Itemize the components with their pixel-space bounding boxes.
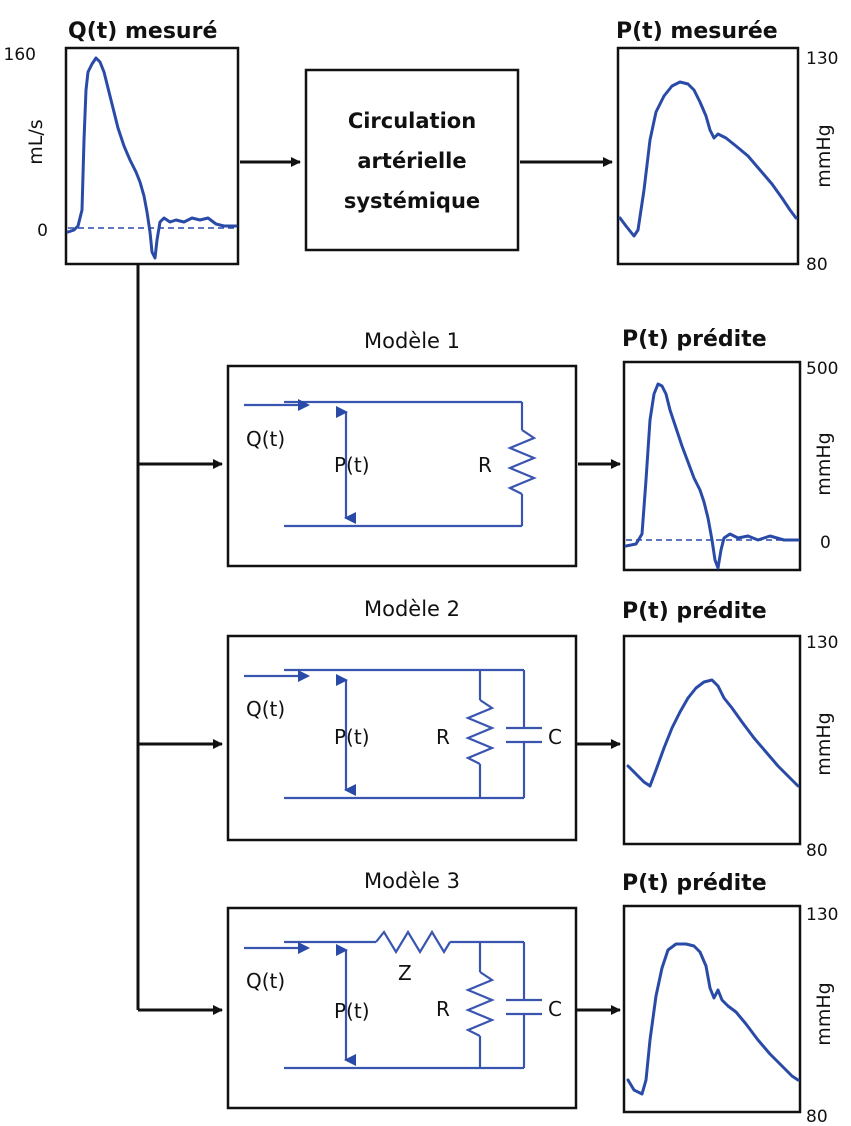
- flow-panel-frame: [64, 46, 240, 266]
- flow-y-min: 0: [37, 221, 48, 241]
- model1-box: [226, 364, 578, 568]
- measured-pressure-y-max: 130: [806, 49, 838, 69]
- flow-panel-title: Q(t) mesuré: [68, 19, 217, 44]
- model1-pressure-label: P(t): [334, 453, 370, 477]
- model2-input-label: Q(t): [246, 697, 285, 721]
- measured-pressure-trace: [618, 80, 798, 238]
- model2-output-trace: [626, 678, 800, 788]
- flow-trace: [66, 56, 238, 260]
- measured-pressure-frame: [616, 46, 800, 266]
- system-box: [304, 68, 520, 252]
- model2-output-y-max: 130: [806, 633, 838, 653]
- flow-y-max: 160: [4, 45, 36, 65]
- model3-output-y-min: 80: [806, 1107, 828, 1126]
- flow-unit: mL/s: [25, 119, 47, 164]
- model3-box: [226, 906, 578, 1110]
- model1-resistor-r: [507, 429, 537, 495]
- model3-pressure-label: P(t): [334, 999, 370, 1023]
- model2-box: [226, 634, 578, 842]
- model3-output-y-max: 130: [806, 905, 838, 925]
- model3-output-trace: [626, 942, 800, 1096]
- system-line1: Circulation: [348, 109, 476, 133]
- model1-input-label: Q(t): [246, 427, 285, 451]
- model3-input-label: Q(t): [246, 969, 285, 993]
- measured-pressure-y-min: 80: [806, 255, 828, 275]
- model3-z-label: Z: [398, 961, 412, 985]
- system-line3: systémique: [344, 189, 480, 213]
- model1-output-unit: mmHg: [813, 432, 835, 495]
- model3-output-title: P(t) prédite: [622, 871, 767, 896]
- model2-pressure-label: P(t): [334, 725, 370, 749]
- model1-title: Modèle 1: [364, 329, 460, 353]
- model3-output-unit: mmHg: [813, 982, 835, 1045]
- model2-output-unit: mmHg: [813, 712, 835, 775]
- model2-resistor-r: [465, 699, 495, 765]
- model3-title: Modèle 3: [364, 869, 460, 893]
- model2-output-y-min: 80: [806, 841, 828, 861]
- model3-output-frame: [622, 904, 802, 1114]
- model2-r-label: R: [436, 725, 450, 749]
- system-line2: artérielle: [357, 149, 466, 173]
- measured-pressure-title: P(t) mesurée: [616, 19, 778, 44]
- model2-title: Modèle 2: [364, 597, 460, 621]
- model3-resistor-r: [465, 971, 495, 1037]
- model3-resistor-z: [375, 929, 451, 955]
- model2-c-label: C: [548, 725, 562, 749]
- model3-r-label: R: [436, 997, 450, 1021]
- measured-pressure-unit: mmHg: [813, 124, 835, 187]
- model1-output-y-max: 500: [806, 359, 838, 379]
- model1-output-trace: [624, 382, 800, 570]
- model3-c-label: C: [548, 997, 562, 1021]
- model1-output-y-min: 0: [820, 533, 831, 553]
- model1-r-label: R: [478, 453, 492, 477]
- model1-output-title: P(t) prédite: [622, 327, 767, 352]
- model2-output-title: P(t) prédite: [622, 599, 767, 624]
- model2-output-frame: [622, 634, 802, 846]
